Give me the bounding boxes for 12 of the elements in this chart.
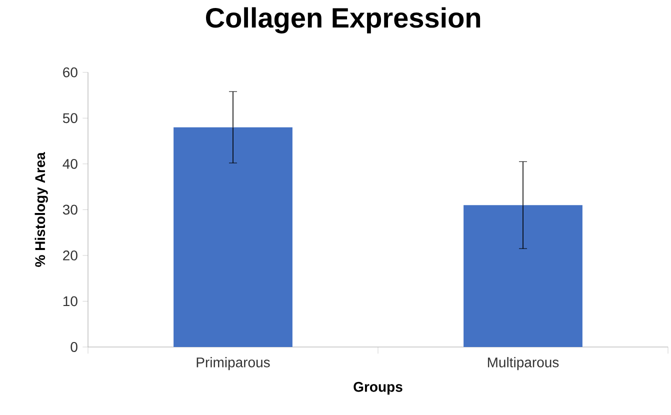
y-tick-label: 30: [62, 204, 78, 215]
y-tick-label: 40: [62, 158, 78, 169]
x-axis-title: Groups: [354, 382, 402, 395]
x-tick-label: Primiparous: [196, 357, 270, 370]
y-axis-title: % Histology Area: [34, 152, 48, 267]
y-tick-label: 10: [63, 296, 78, 306]
y-tick-label: 50: [62, 113, 78, 124]
y-tick-label: 20: [63, 250, 78, 260]
y-tick-label: 0: [70, 342, 78, 352]
x-tick-label: Multiparous: [488, 357, 559, 370]
chart-title: Collagen Expression: [206, 7, 480, 34]
y-tick-label: 60: [63, 67, 78, 78]
